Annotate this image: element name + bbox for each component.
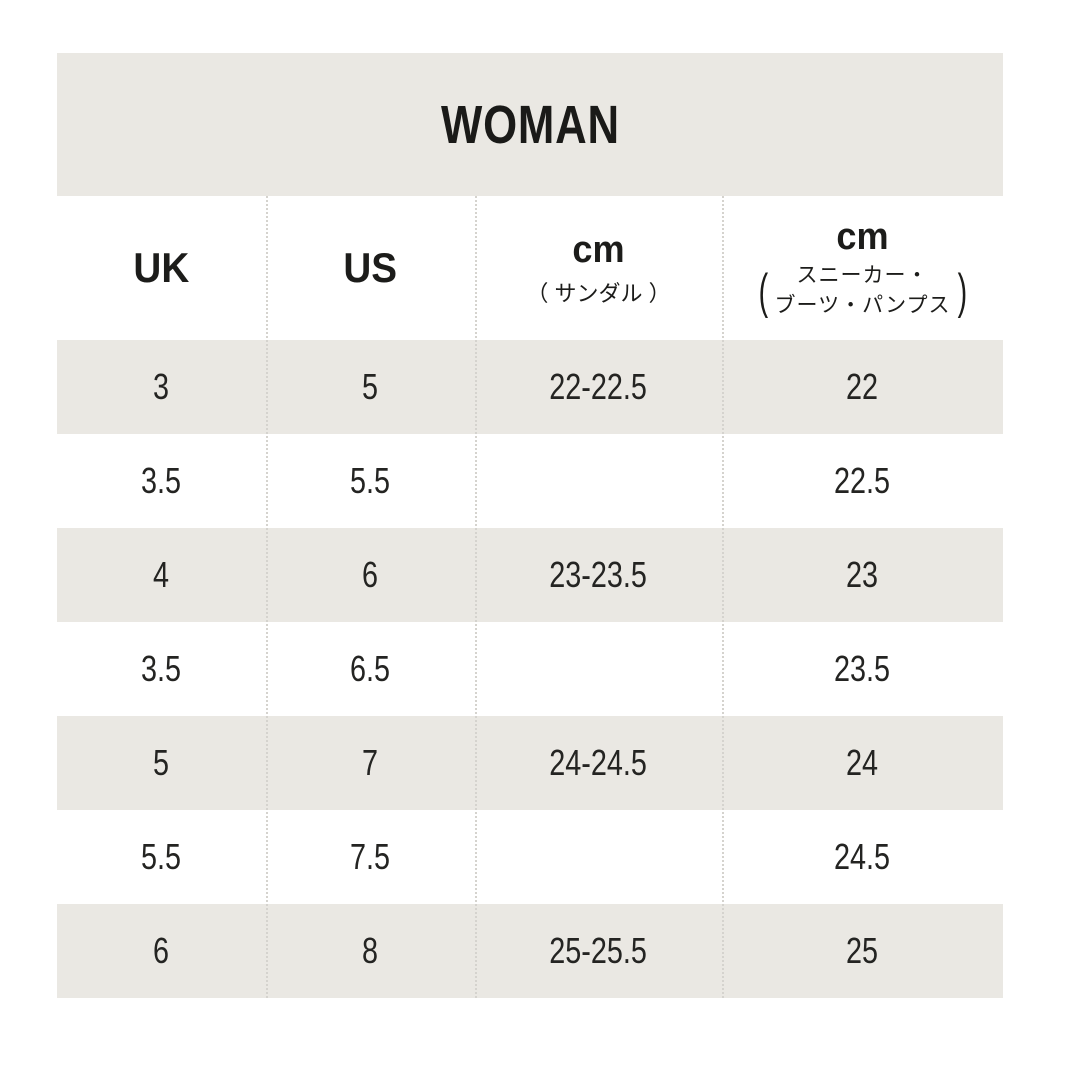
sub-line-1: スニーカー・ — [796, 264, 929, 288]
cell-value: 5.5 — [141, 836, 182, 877]
header-cm-sandal: cm （ サンダル ） — [475, 196, 722, 340]
header-us: US — [266, 196, 475, 340]
cell-value: 23.5 — [834, 648, 891, 689]
cell-cm-sneaker: 22 — [722, 340, 1003, 434]
table-row: 3.5 5.5 22.5 — [57, 434, 1003, 528]
cell-us: 5.5 — [266, 434, 475, 528]
header-cm-sandal-label: cm — [572, 228, 625, 271]
cell-cm-sandal: 25-25.5 — [475, 904, 722, 998]
cell-uk: 4 — [57, 528, 266, 622]
cell-value: 3.5 — [141, 648, 182, 689]
cell-value: 7.5 — [350, 836, 391, 877]
cell-value: 5 — [362, 366, 379, 407]
cell-uk: 3.5 — [57, 434, 266, 528]
cell-us: 7.5 — [266, 810, 475, 904]
cell-cm-sandal: 22-22.5 — [475, 340, 722, 434]
cell-value: 5 — [153, 742, 170, 783]
cell-value: 25-25.5 — [549, 930, 648, 971]
header-cm-sneaker-label: cm — [836, 216, 889, 259]
cell-cm-sneaker: 24.5 — [722, 810, 1003, 904]
cell-us: 6 — [266, 528, 475, 622]
cell-cm-sandal: 24-24.5 — [475, 716, 722, 810]
header-us-label: US — [343, 244, 398, 291]
cell-cm-sneaker: 24 — [722, 716, 1003, 810]
cell-cm-sneaker: 25 — [722, 904, 1003, 998]
cell-value: 22.5 — [834, 460, 891, 501]
cell-us: 6.5 — [266, 622, 475, 716]
cell-value: 24.5 — [834, 836, 891, 877]
cell-cm-sneaker: 23 — [722, 528, 1003, 622]
cell-value: 24 — [846, 742, 879, 783]
cell-value: 8 — [362, 930, 379, 971]
header-uk: UK — [57, 196, 266, 340]
column-separator — [722, 196, 724, 998]
table-row: 4 6 23-23.5 23 — [57, 528, 1003, 622]
cell-uk: 3 — [57, 340, 266, 434]
cell-value: 22 — [846, 366, 879, 407]
sub-line-2: ブーツ・パンプス — [774, 293, 951, 317]
cell-cm-sandal — [475, 434, 722, 528]
header-cm-sneaker-sub-lines: スニーカー・ ブーツ・パンプス — [775, 261, 951, 320]
open-paren: ( — [758, 262, 768, 319]
close-paren: ) — [957, 262, 967, 319]
cell-us: 8 — [266, 904, 475, 998]
header-cm-sneaker-sub: ( スニーカー・ ブーツ・パンプス ) — [752, 261, 973, 320]
cell-us: 7 — [266, 716, 475, 810]
cell-value: 6.5 — [350, 648, 391, 689]
header-cm-sneaker: cm ( スニーカー・ ブーツ・パンプス ) — [722, 196, 1003, 340]
table-title-banner: WOMAN — [57, 53, 1003, 196]
cell-value: 22-22.5 — [549, 366, 648, 407]
cell-cm-sandal — [475, 622, 722, 716]
table-header-row: UK US cm （ サンダル ） cm ( スニーカー・ ブーツ・パンプス ) — [57, 196, 1003, 340]
cell-uk: 5 — [57, 716, 266, 810]
cell-uk: 5.5 — [57, 810, 266, 904]
header-cm-sandal-sub: （ サンダル ） — [526, 280, 671, 306]
header-uk-label: UK — [133, 244, 190, 291]
cell-cm-sandal — [475, 810, 722, 904]
table-row: 5 7 24-24.5 24 — [57, 716, 1003, 810]
cell-value: 23-23.5 — [549, 554, 648, 595]
column-separator — [266, 196, 268, 998]
table-row: 3.5 6.5 23.5 — [57, 622, 1003, 716]
column-separator — [475, 196, 477, 998]
cell-value: 25 — [846, 930, 879, 971]
cell-value: 6 — [362, 554, 379, 595]
cell-us: 5 — [266, 340, 475, 434]
cell-uk: 3.5 — [57, 622, 266, 716]
cell-cm-sneaker: 22.5 — [722, 434, 1003, 528]
table-title: WOMAN — [440, 94, 620, 155]
cell-value: 3.5 — [141, 460, 182, 501]
cell-cm-sneaker: 23.5 — [722, 622, 1003, 716]
table-row: 3 5 22-22.5 22 — [57, 340, 1003, 434]
cell-value: 3 — [153, 366, 170, 407]
table-row: 6 8 25-25.5 25 — [57, 904, 1003, 998]
size-table: WOMAN UK US cm （ サンダル ） cm ( スニーカー・ ブーツ・… — [57, 53, 1003, 998]
cell-value: 23 — [846, 554, 879, 595]
cell-value: 7 — [362, 742, 379, 783]
cell-value: 24-24.5 — [549, 742, 648, 783]
table-row: 5.5 7.5 24.5 — [57, 810, 1003, 904]
cell-value: 6 — [153, 930, 170, 971]
cell-value: 4 — [153, 554, 170, 595]
cell-uk: 6 — [57, 904, 266, 998]
cell-value: 5.5 — [350, 460, 391, 501]
cell-cm-sandal: 23-23.5 — [475, 528, 722, 622]
